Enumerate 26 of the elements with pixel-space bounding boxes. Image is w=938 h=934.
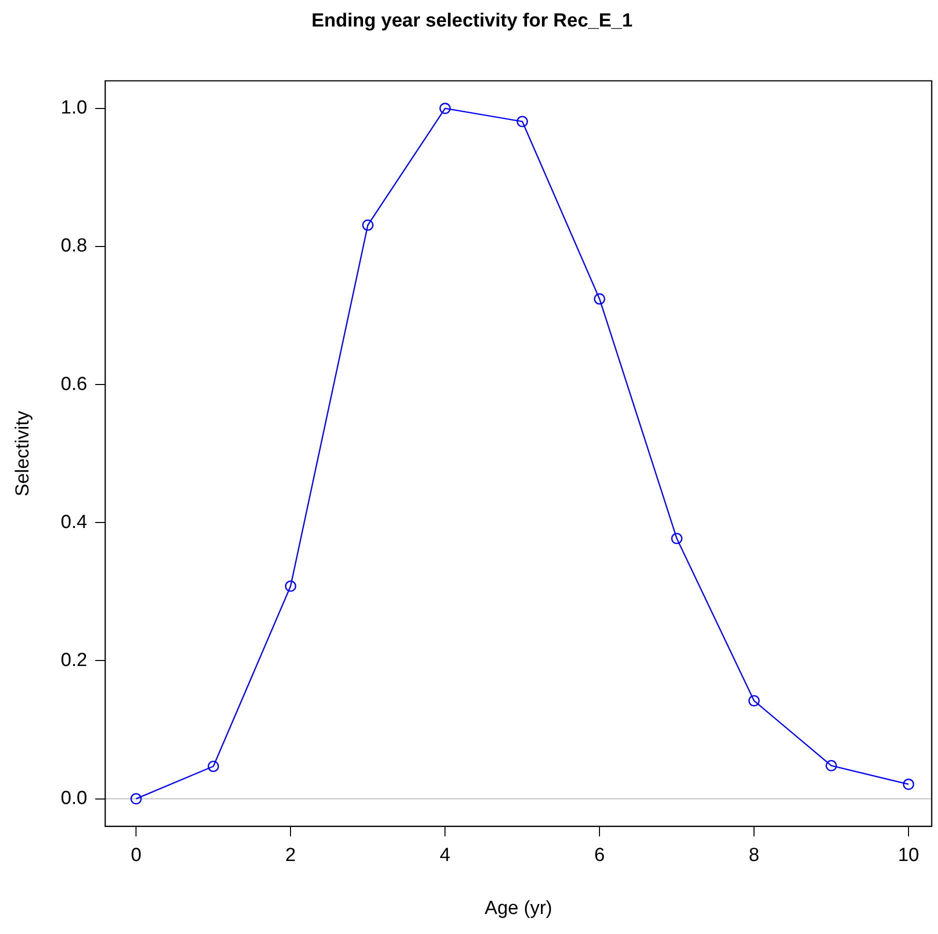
point xyxy=(826,760,837,772)
point xyxy=(594,293,606,305)
point xyxy=(516,116,528,128)
point xyxy=(671,532,682,544)
point xyxy=(284,580,296,592)
y-tick-label: 1.0 xyxy=(60,98,88,119)
y-tick-label: 0.8 xyxy=(60,236,88,257)
y-tick-label: 0.4 xyxy=(60,512,88,533)
point xyxy=(439,102,451,114)
y-tick-label: 0.0 xyxy=(60,788,88,810)
x-tick-label: 4 xyxy=(440,845,451,866)
point xyxy=(362,219,374,231)
x-axis-title: Age (yr) xyxy=(484,898,552,919)
y-tick-label: 0.6 xyxy=(60,374,88,395)
chart-title: Ending year selectivity for Rec_E_1 xyxy=(311,10,633,32)
point xyxy=(130,793,142,804)
y-tick-label: 0.2 xyxy=(60,650,88,671)
point xyxy=(208,760,219,772)
x-tick-label: 0 xyxy=(130,845,142,866)
x-tick-label: 2 xyxy=(285,845,296,866)
point xyxy=(748,695,760,706)
x-tick-label: 8 xyxy=(748,845,760,866)
x-tick-label: 10 xyxy=(898,845,920,866)
y-axis-title: Selectivity xyxy=(12,410,34,496)
point xyxy=(902,778,914,790)
x-tick-label: 6 xyxy=(594,845,605,866)
